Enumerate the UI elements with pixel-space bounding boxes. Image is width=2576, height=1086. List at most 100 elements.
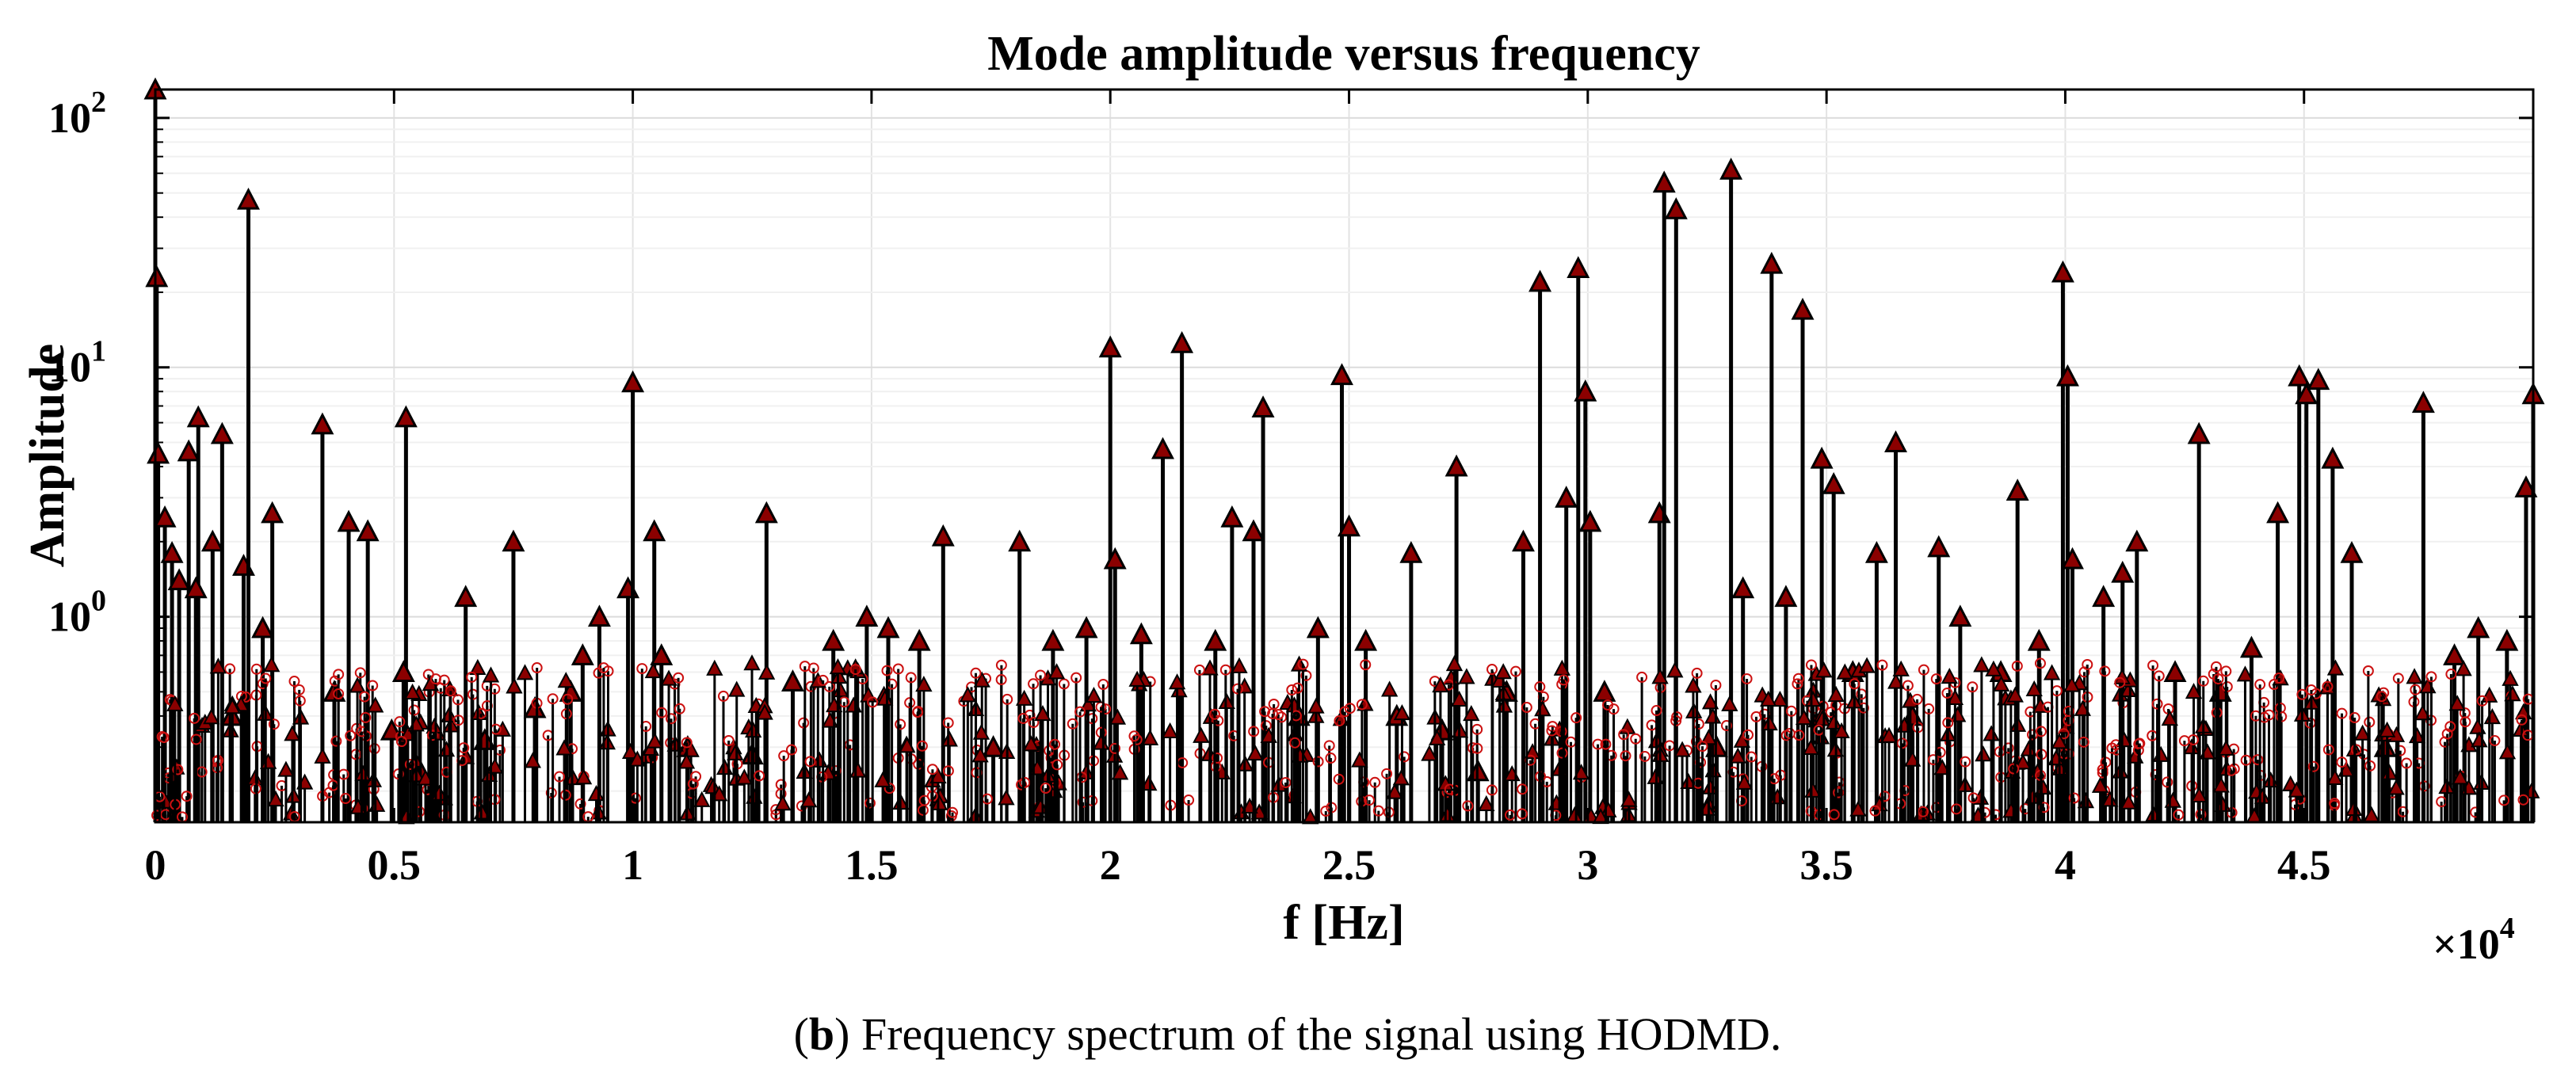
noise-marker-circle: [340, 793, 352, 805]
noise-marker-triangle: [2455, 660, 2472, 676]
noise-marker-triangle: [1946, 688, 1964, 706]
noise-marker-triangle: [1700, 729, 1718, 745]
peak-marker: [2307, 368, 2330, 391]
noise-marker-circle: [181, 791, 193, 802]
noise-marker-triangle: [1735, 773, 1754, 790]
peak-marker: [1774, 585, 1798, 608]
noise-stems: [151, 654, 2540, 825]
noise-marker-triangle: [1814, 710, 1831, 726]
noise-marker-triangle: [929, 767, 947, 784]
noise-marker-triangle: [574, 768, 593, 785]
noise-marker-circle: [2263, 709, 2275, 721]
noise-marker-circle: [2173, 809, 2185, 821]
noise-marker-circle: [1399, 751, 1410, 763]
x-multiplier-exponent: 4: [2500, 912, 2515, 945]
noise-marker-circle: [2336, 756, 2348, 768]
noise-marker-circle: [224, 663, 236, 675]
noise-marker-circle: [1828, 809, 1840, 821]
noise-marker-circle: [1002, 693, 1013, 705]
peak-marker: [876, 615, 900, 638]
noise-marker-circle: [775, 779, 787, 791]
noise-marker-circle: [1521, 702, 1532, 714]
noise-marker-circle: [559, 789, 571, 801]
noise-marker-circle: [1941, 687, 1953, 699]
noise-marker-circle: [2445, 669, 2457, 680]
peak-marker: [1512, 529, 1535, 552]
noise-marker-circle: [2210, 661, 2222, 673]
noise-marker-triangle: [1733, 731, 1751, 748]
noise-marker-circle: [2376, 691, 2387, 703]
noise-marker-circle: [429, 673, 441, 685]
noise-marker-triangle: [800, 791, 818, 808]
noise-marker-triangle: [1973, 656, 1990, 673]
noise-marker-circle: [554, 771, 566, 783]
noise-marker-circle: [1570, 712, 1582, 724]
peak-marker: [160, 540, 184, 563]
noise-marker-circle: [942, 765, 954, 777]
noise-marker-circle: [778, 750, 790, 762]
noise-marker-circle: [1833, 787, 1845, 798]
peak-marker: [261, 501, 284, 524]
noise-marker-circle: [1286, 684, 1298, 695]
noise-marker-triangle: [1620, 791, 1638, 807]
peak-marker: [1338, 514, 1361, 537]
noise-marker-triangle: [506, 677, 523, 694]
noise-marker-circle: [531, 662, 543, 674]
noise-marker-circle: [1602, 699, 1614, 711]
noise-marker-circle: [1918, 664, 1929, 676]
noise-marker-circle: [916, 740, 928, 752]
noise-marker-triangle: [743, 654, 761, 671]
noise-marker-circle: [1248, 726, 1260, 737]
noise-marker-triangle: [2326, 659, 2345, 676]
noise-marker-circle: [656, 707, 668, 718]
noise-marker-circle: [947, 806, 959, 818]
noise-marker-circle: [1372, 805, 1384, 817]
noise-marker-triangle: [1307, 697, 1325, 714]
peak-marker: [2163, 660, 2187, 682]
noise-marker-circle: [1097, 678, 1109, 690]
noise-marker-circle: [1960, 756, 1971, 768]
peak-marker: [2051, 260, 2074, 283]
noise-marker-circle: [2114, 676, 2126, 688]
peak-marker: [2266, 501, 2290, 524]
noise-marker-circle: [354, 667, 366, 679]
noise-marker-circle: [1876, 659, 1888, 671]
noise-marker-triangle: [874, 771, 891, 787]
peak-marker: [982, 734, 1006, 757]
noise-marker-circle: [2305, 684, 2317, 696]
noise-marker-circle: [1017, 713, 1029, 725]
noise-marker-circle: [1592, 738, 1604, 750]
noise-marker-circle: [2099, 665, 2111, 677]
peak-marker: [1330, 363, 1353, 386]
peak-marker: [1041, 628, 1065, 651]
noise-marker-circle: [2364, 760, 2376, 772]
noise-marker-circle: [895, 718, 906, 730]
noise-marker-circle: [452, 694, 464, 706]
noise-marker-circle: [545, 787, 557, 798]
noise-marker-circle: [333, 669, 345, 680]
peak-marker: [1251, 395, 1275, 417]
noise-marker-triangle: [557, 672, 574, 688]
peak-marker: [153, 505, 177, 528]
peak-marker: [1719, 157, 1743, 180]
peak-marker: [2467, 615, 2490, 638]
noise-marker-circle: [718, 690, 730, 702]
peak-marker: [1098, 335, 1122, 358]
noise-marker-circle: [2188, 734, 2200, 745]
noise-marker-triangle: [1701, 693, 1719, 710]
noise-marker-circle: [1695, 756, 1707, 768]
noise-marker-triangle: [1032, 798, 1049, 814]
noise-marker-triangle: [2217, 739, 2235, 756]
peak-marker: [1555, 486, 1578, 508]
noise-marker-triangle: [2504, 685, 2521, 702]
noise-marker-triangle: [728, 680, 746, 697]
noise-marker-circle: [466, 671, 478, 683]
noise-marker-circle: [1556, 747, 1568, 759]
noise-marker-circle: [2516, 714, 2528, 726]
noise-marker-triangle: [1140, 775, 1158, 791]
peak-marker: [1242, 519, 1265, 542]
axes-box: [154, 88, 2535, 824]
noise-marker-circle: [1696, 741, 1708, 753]
noise-marker-triangle: [2414, 704, 2432, 721]
noise-marker-triangle: [660, 669, 677, 686]
